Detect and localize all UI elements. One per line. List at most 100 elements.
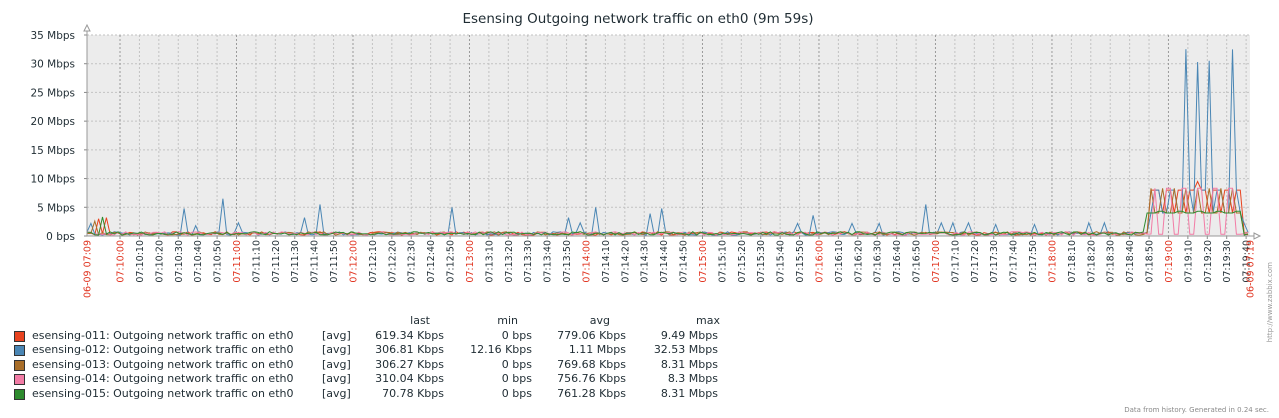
x-tick-label: 07:11:40 (310, 240, 321, 283)
y-tick-label: 25 Mbps (30, 87, 75, 99)
x-tick-label: 07:10:20 (154, 240, 165, 283)
x-tick-label: 07:15:30 (756, 240, 767, 283)
x-tick-label: 07:18:40 (1125, 240, 1136, 283)
x-tick-label: 07:17:40 (1009, 240, 1020, 283)
y-axis: 0 bps 5 Mbps 10 Mbps 15 Mbps 20 Mbps 25 Mbps 3… (30, 30, 87, 243)
series-line-5 (86, 210, 1249, 236)
series-line-4 (86, 187, 1249, 236)
legend-header-last: last (410, 314, 430, 327)
x-axis: 07:10:00 07:10:10 07:10:20 07:10:30 07:10:40… (83, 236, 1257, 298)
side-watermark: http://www.zabbix.com (1266, 262, 1274, 343)
x-tick-label: 07:18:00 (1047, 240, 1058, 283)
x-tick-label: 07:19:10 (1183, 240, 1194, 283)
x-tick-label: 07:15:50 (795, 240, 806, 283)
x-tick-label: 07:12:50 (446, 240, 457, 283)
legend-max: 9.49 Mbps (660, 328, 718, 342)
x-tick-label: 07:18:50 (1145, 240, 1156, 283)
chart-title: Esensing Outgoing network traffic on eth… (462, 11, 813, 27)
grid-lines (87, 34, 1250, 236)
legend-series-name: esensing-011: Outgoing network traffic o… (32, 328, 294, 342)
footer-note: Data from history. Generated in 0.24 sec… (1124, 406, 1269, 414)
x-tick-label: 07:13:00 (465, 240, 476, 283)
legend-swatch (14, 345, 25, 357)
legend-avg: 779.06 Kbps (557, 328, 626, 342)
legend-swatch (14, 359, 25, 371)
legend-swatch (14, 374, 25, 386)
legend-max: 8.31 Mbps (660, 386, 718, 400)
y-tick-label: 0 bps (46, 231, 75, 243)
y-tick-label: 10 Mbps (30, 174, 75, 186)
x-tick-label: 07:14:40 (659, 240, 670, 283)
legend-max: 8.31 Mbps (660, 357, 718, 371)
legend-header-avg: avg (589, 314, 610, 327)
legend-min: 0 bps (501, 372, 532, 386)
legend-last: 310.04 Kbps (375, 372, 444, 386)
x-tick-label: 07:10:30 (174, 240, 185, 283)
legend-agg: [avg] (322, 343, 351, 357)
x-tick-label: 07:13:40 (543, 240, 554, 283)
plot-area (87, 35, 1250, 236)
x-tick-label: 07:12:10 (368, 240, 379, 283)
legend-series-name: esensing-015: Outgoing network traffic o… (32, 386, 294, 400)
x-tick-label: 07:19:30 (1222, 240, 1233, 283)
x-tick-label: 07:18:10 (1067, 240, 1078, 283)
legend-series-name: esensing-012: Outgoing network traffic o… (32, 343, 294, 357)
axis-lines (83, 23, 1262, 240)
x-end-label: 06-09 07:19 (1246, 240, 1257, 298)
legend-agg: [avg] (322, 357, 351, 371)
x-tick-label: 07:14:00 (581, 240, 592, 283)
x-tick-label: 07:19:00 (1164, 240, 1175, 283)
legend-header-max: max (696, 314, 720, 327)
x-tick-label: 07:18:30 (1106, 240, 1117, 283)
y-axis-arrow (83, 23, 91, 32)
x-tick-label: 07:10:00 (116, 240, 127, 283)
x-tick-label: 07:12:30 (407, 240, 418, 283)
legend-min: 0 bps (501, 357, 532, 371)
x-tick-label: 07:10:10 (135, 240, 146, 283)
legend-avg: 769.68 Kbps (557, 357, 626, 371)
x-tick-label: 07:11:00 (232, 240, 243, 283)
x-tick-label: 07:17:20 (970, 240, 981, 283)
legend-header-min: min (497, 314, 518, 327)
x-tick-label: 07:17:10 (950, 240, 961, 283)
x-tick-label: 07:18:20 (1086, 240, 1097, 283)
x-tick-label: 07:13:50 (562, 240, 573, 283)
legend-swatch (14, 388, 25, 400)
legend-series-name: esensing-013: Outgoing network traffic o… (32, 357, 294, 371)
x-tick-label: 07:11:50 (329, 240, 340, 283)
legend-last: 306.81 Kbps (375, 343, 444, 357)
legend-agg: [avg] (322, 372, 351, 386)
x-tick-label: 07:14:50 (679, 240, 690, 283)
x-tick-label: 07:14:10 (601, 240, 612, 283)
y-tick-label: 5 Mbps (37, 202, 75, 214)
x-tick-label: 07:16:20 (853, 240, 864, 283)
traffic-chart: Esensing Outgoing network traffic on eth… (30, 11, 1262, 298)
x-tick-label: 07:16:30 (873, 240, 884, 283)
x-tick-label: 07:11:10 (251, 240, 262, 283)
y-tick-label: 20 Mbps (30, 116, 75, 128)
legend-last: 306.27 Kbps (375, 357, 444, 371)
legend-agg: [avg] (322, 328, 351, 342)
legend-agg: [avg] (322, 386, 351, 400)
legend-min: 12.16 Kbps (470, 343, 532, 357)
x-tick-label: 07:17:00 (931, 240, 942, 283)
x-tick-label: 07:16:50 (912, 240, 923, 283)
x-tick-label: 07:12:40 (426, 240, 437, 283)
x-start-label: 06-09 07:09 (83, 240, 94, 298)
x-tick-label: 07:15:40 (776, 240, 787, 283)
legend-min: 0 bps (501, 386, 532, 400)
x-tick-label: 07:13:20 (504, 240, 515, 283)
y-tick-label: 15 Mbps (30, 145, 75, 157)
x-axis-arrow (1253, 232, 1262, 240)
x-tick-label: 07:11:20 (271, 240, 282, 283)
x-tick-label: 07:15:20 (737, 240, 748, 283)
x-tick-label: 07:14:30 (640, 240, 651, 283)
x-tick-label: 07:17:30 (989, 240, 1000, 283)
series-lines (86, 49, 1249, 236)
legend-max: 32.53 Mbps (653, 343, 718, 357)
x-tick-label: 07:19:20 (1203, 240, 1214, 283)
y-tick-label: 35 Mbps (30, 30, 75, 42)
x-tick-label: 07:12:00 (348, 240, 359, 283)
legend-swatch (14, 330, 25, 342)
legend-avg: 1.11 Mbps (568, 343, 626, 357)
